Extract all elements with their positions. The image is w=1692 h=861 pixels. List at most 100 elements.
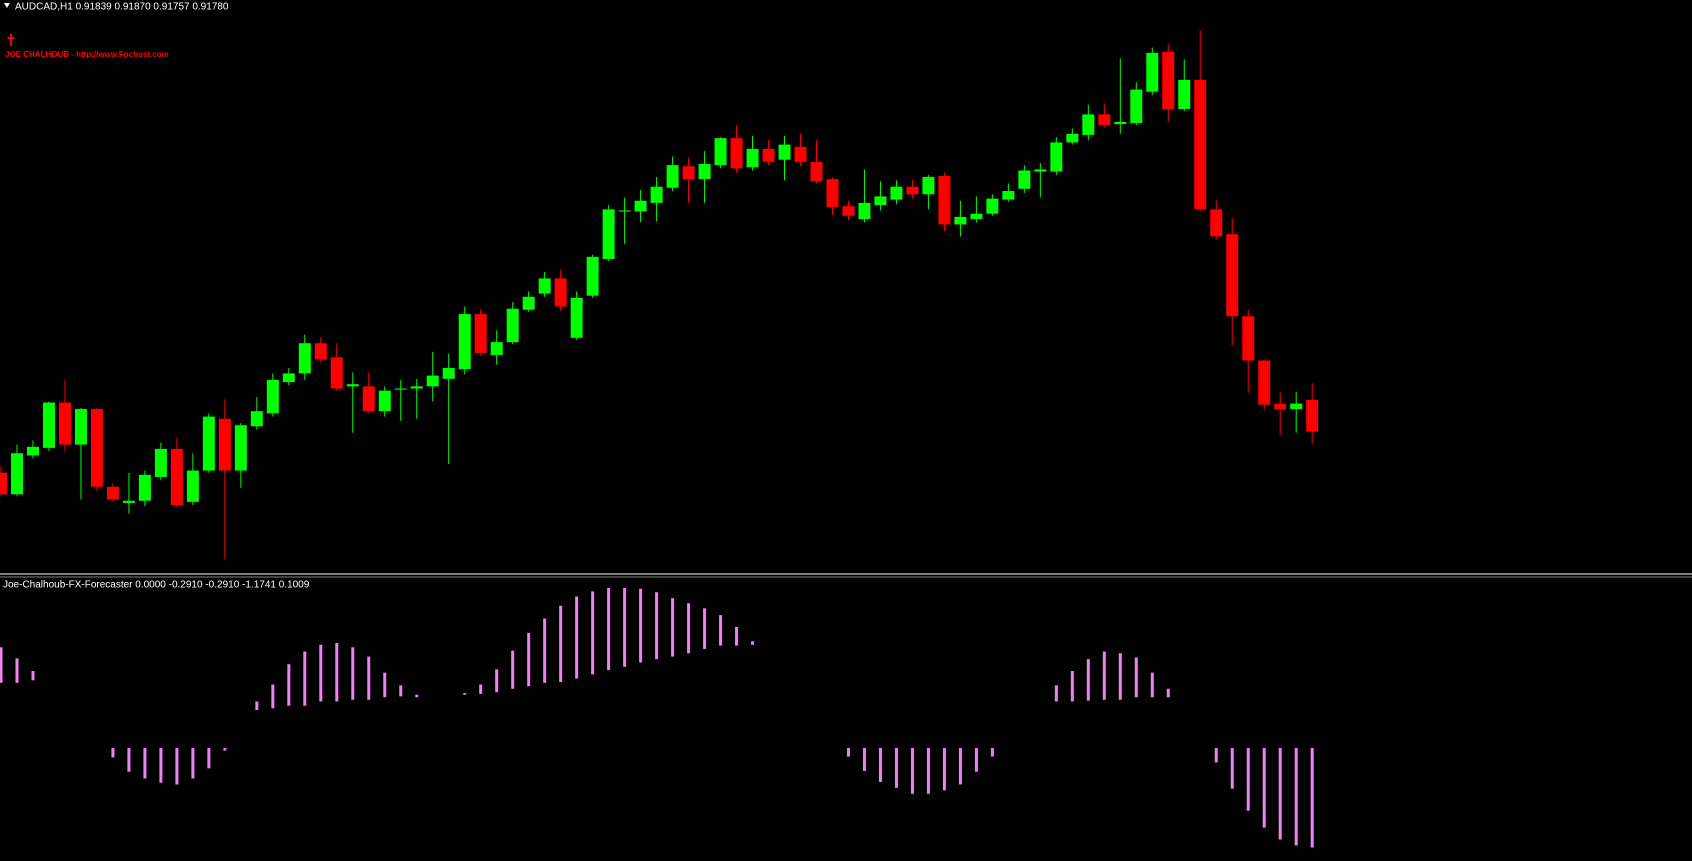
indicator-bar [687,603,691,654]
candle-body [762,148,775,162]
indicator-bar [271,684,275,709]
candle-body [90,409,103,487]
candle-body [586,256,599,296]
candle-body [362,386,375,412]
candle-body [58,402,71,445]
indicator-bar [479,684,483,694]
candle-body [714,138,727,166]
candle-body [650,186,663,203]
candle-body [1082,114,1095,135]
candle-body [1210,209,1223,237]
indicator-bar [655,592,659,660]
indicator-bar [1310,748,1314,848]
indicator-bar [639,588,643,663]
candle-body [1114,121,1127,125]
indicator-bar [31,671,35,681]
chart-title: AUDCAD,H1 0.91839 0.91870 0.91757 0.9178… [15,2,229,13]
candle-body [298,343,311,374]
candle-body [1306,399,1319,432]
indicator-bar [399,685,403,697]
indicator-bar [942,748,946,791]
candle-body [570,297,583,338]
candle-body [346,384,359,387]
candle-body [634,200,647,212]
candle-body [186,470,199,502]
candle-body [218,418,231,471]
candle-body [378,390,391,412]
indicator-bar [990,748,994,757]
candle-body [1146,52,1159,92]
indicator-bar [1150,672,1154,698]
candle-body [266,379,279,414]
indicator-bar [207,748,211,769]
menu-triangle[interactable] [4,3,10,8]
candle-body [938,175,951,225]
indicator-bar [511,650,515,689]
indicator-bar [527,632,531,687]
candle-body [442,368,455,379]
candle-body [1018,170,1031,189]
candle-body [778,144,791,160]
indicator-bar [1102,651,1106,700]
candle-body [10,453,23,495]
indicator-bar [1278,748,1282,840]
indicator-bar [191,748,195,779]
candle-body [794,146,807,162]
candle-body [602,209,615,260]
candle-body [410,386,423,389]
candle-body [1226,234,1239,317]
indicator-bar [1230,748,1234,789]
candle-body [746,148,759,168]
indicator-bar [671,598,675,657]
cross-icon [7,34,15,46]
indicator-bar [383,672,387,698]
indicator-bar [575,596,579,679]
indicator-bar [543,618,547,683]
indicator-bar [143,748,147,779]
indicator-bar [591,591,595,675]
candle-body [986,198,999,214]
candle-body [618,210,631,212]
candle-body [1194,79,1207,210]
indicator-bar [1134,657,1138,698]
indicator-bar [463,693,467,695]
candle-body [522,296,535,310]
indicator-bar [878,748,882,782]
indicator-bar [287,664,291,706]
indicator-bar [910,748,914,794]
candle-body [330,357,343,389]
candle-body [138,474,151,501]
indicator-bar [15,658,19,683]
indicator-bar [1118,653,1122,700]
indicator-bar [223,748,227,751]
candle-body [234,425,247,471]
candle-body [874,196,887,206]
indicator-bar [0,647,3,683]
candle-body [666,165,679,188]
indicator-bar [1246,748,1250,811]
indicator-bar [1166,688,1170,698]
indicator-bar [974,748,978,772]
candle-body [858,202,871,220]
candle-body [42,402,55,448]
candle-body [1066,133,1079,143]
candle-body [26,446,39,456]
candle-body [682,166,695,180]
candle-body [826,179,839,208]
indicator-bar [127,748,131,772]
candle-body [506,308,519,343]
indicator-bar [862,748,866,771]
indicator-bar [607,588,611,671]
indicator-bar [1214,748,1218,763]
candle-body [970,213,983,220]
candle-body [74,409,87,445]
indicator-bar [159,748,163,783]
indicator-bar [255,701,259,710]
candle-body [1242,316,1255,361]
indicator-bar [335,643,339,702]
indicator-bar [703,608,707,649]
indicator-bar [1054,685,1058,702]
indicator-bar [303,651,307,706]
candle-body [1034,169,1047,172]
